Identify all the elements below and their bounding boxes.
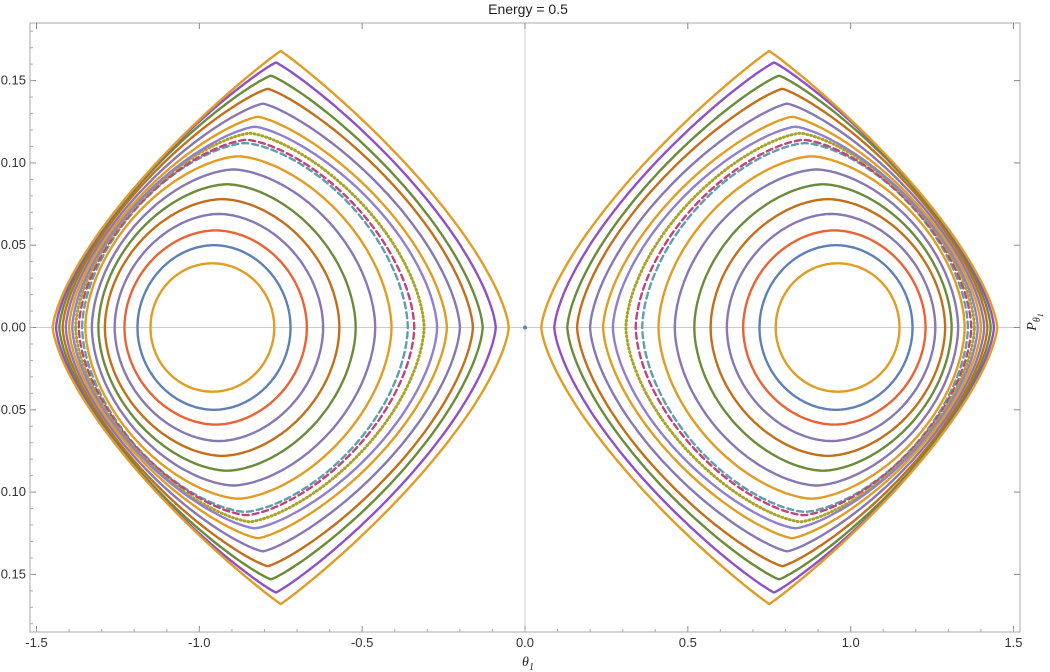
right-orbit-curve — [566, 74, 992, 581]
x-tick-label: 0.0 — [516, 635, 534, 650]
right-orbit-curve — [673, 168, 960, 487]
x-axis-label: θ1 — [522, 655, 534, 672]
left-orbit-curve — [90, 168, 377, 487]
right-orbit-curve — [634, 138, 973, 517]
right-orbit-curve — [624, 131, 976, 524]
right-orbit-curve — [742, 229, 927, 426]
y-axis-ticks: -0.15 -0.10 -0.05 0.00 0.05 0.10 0.15 — [0, 30, 1020, 625]
y-tick-label: 0.05 — [1, 237, 26, 252]
x-tick-label: 0.5 — [679, 635, 697, 650]
y-tick-label: 0.00 — [1, 320, 26, 335]
x-axis-ticks: -1.5 -1.0 -0.5 0.0 0.5 1.0 1.5 — [25, 23, 1023, 650]
x-tick-label: -0.5 — [351, 635, 373, 650]
right-orbit-curve — [693, 183, 953, 472]
right-orbit-curve — [611, 125, 979, 530]
left-orbit-curve — [67, 115, 448, 540]
left-orbit-curve — [97, 183, 357, 472]
y-tick-label: -0.10 — [0, 484, 26, 499]
left-orbit-curve — [58, 74, 484, 581]
left-orbit-curve — [64, 102, 462, 553]
left-orbit-curve — [61, 87, 475, 568]
right-orbit-curve — [553, 61, 996, 594]
right-orbit-curve — [602, 115, 983, 540]
right-orbit-curve — [588, 102, 986, 553]
y-tick-label: 0.10 — [1, 155, 26, 170]
left-orbit-curve — [84, 155, 393, 500]
left-orbit-curve — [71, 125, 439, 530]
right-orbit-curve — [758, 244, 914, 411]
left-orbit-curve — [149, 262, 276, 393]
chart-title: Energy = 0.5 — [488, 1, 568, 17]
right-orbit-curve — [774, 262, 901, 393]
x-tick-label: -1.5 — [25, 635, 47, 650]
left-orbit-curve — [77, 138, 416, 517]
y-tick-label: -0.05 — [0, 402, 26, 417]
y-tick-label: 0.15 — [1, 73, 26, 88]
center-fixed-point — [523, 325, 527, 330]
y-axis-label: Pθ1 — [1025, 313, 1045, 331]
left-orbit-curve — [54, 61, 497, 594]
orbit-curves — [51, 49, 999, 606]
left-orbit-curve — [136, 244, 292, 411]
y-tick-label: -0.15 — [0, 566, 26, 581]
left-orbit-curve — [123, 229, 308, 426]
right-orbit-curve — [540, 49, 999, 606]
right-orbit-curve — [575, 87, 989, 568]
left-orbit-curve — [51, 49, 510, 606]
left-orbit-curve — [74, 131, 426, 524]
right-orbit-curve — [657, 155, 966, 500]
x-tick-label: 1.5 — [1004, 635, 1022, 650]
left-orbit-curve — [113, 212, 325, 443]
x-tick-label: 1.0 — [842, 635, 860, 650]
right-orbit-curve — [709, 197, 947, 458]
left-orbit-curve — [103, 197, 341, 458]
right-orbit-curve — [725, 212, 937, 443]
x-tick-label: -1.0 — [188, 635, 210, 650]
